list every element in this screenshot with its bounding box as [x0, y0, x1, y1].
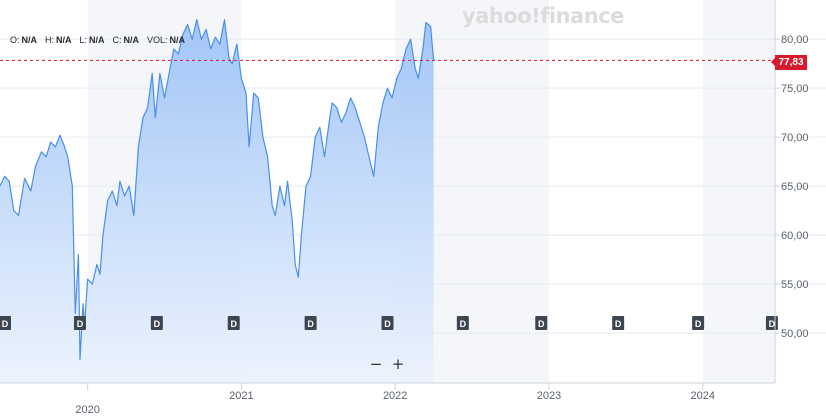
- dividend-marker-label: D: [154, 319, 161, 329]
- price-line: [0, 19, 435, 361]
- x-tick-label: 2021: [229, 390, 253, 402]
- x-tick-label: 2020: [75, 404, 99, 416]
- dividend-marker[interactable]: D: [0, 316, 11, 330]
- ohlc-item: VOL: N/A: [147, 35, 185, 45]
- ohlc-key: C:: [112, 35, 122, 45]
- dividend-marker-box: [612, 316, 625, 330]
- ohlc-readout: O: N/A H: N/A L: N/A C: N/A VOL: N/A: [10, 35, 185, 45]
- dividend-marker[interactable]: D: [535, 316, 548, 330]
- ohlc-value: N/A: [56, 35, 72, 45]
- ohlc-item: L: N/A: [80, 35, 105, 45]
- x-tick-label: 2024: [690, 390, 714, 402]
- dividend-marker[interactable]: D: [73, 316, 86, 330]
- dividend-marker[interactable]: D: [692, 316, 705, 330]
- dividend-marker-label: D: [615, 319, 622, 329]
- ohlc-key: L:: [79, 35, 88, 45]
- dividend-marker[interactable]: D: [150, 316, 163, 330]
- ohlc-key: O:: [10, 35, 20, 45]
- ohlc-key: VOL:: [147, 35, 168, 45]
- dividend-marker[interactable]: D: [227, 316, 240, 330]
- dividend-marker-label: D: [2, 319, 9, 329]
- last-price-tag: 77,83: [771, 55, 807, 70]
- zoom-controls: − +: [365, 354, 409, 374]
- dividend-marker-box: [73, 316, 86, 330]
- dividend-marker-box: [304, 316, 317, 330]
- ohlc-item: H: N/A: [45, 35, 72, 45]
- dividend-marker[interactable]: D: [381, 316, 394, 330]
- year-band: [702, 0, 775, 383]
- x-axis-ticks: 2020 2021 2022 2023 2024: [75, 383, 715, 416]
- zoom-in-button[interactable]: +: [391, 355, 405, 373]
- yahoo-finance-watermark: yahoo!finance: [462, 4, 624, 28]
- dividend-marker[interactable]: D: [612, 316, 625, 330]
- ohlc-item: C: N/A: [113, 35, 140, 45]
- y-tick-label: 75,00: [781, 83, 809, 95]
- y-tick-label: 55,00: [781, 279, 809, 291]
- y-tick-label: 60,00: [781, 230, 809, 242]
- dividend-marker-label: D: [307, 319, 314, 329]
- dividend-marker-label: D: [384, 319, 391, 329]
- y-tick-label: 50,00: [781, 328, 809, 340]
- dividend-marker[interactable]: D: [304, 316, 317, 330]
- dividend-marker-box: [456, 316, 469, 330]
- y-tick-label: 80,00: [781, 34, 809, 46]
- y-axis-ticks: 50,00 55,00 60,00 65,00 70,00 75,00 80,00: [775, 34, 809, 340]
- dividend-marker-label: D: [230, 319, 237, 329]
- dividend-marker-label: D: [460, 319, 467, 329]
- dividend-marker-box: [150, 316, 163, 330]
- year-band: [548, 0, 703, 383]
- ohlc-value: N/A: [89, 35, 105, 45]
- dividend-marker-label: D: [769, 319, 776, 329]
- dividend-marker[interactable]: D: [456, 316, 469, 330]
- dividend-marker-box: [0, 316, 11, 330]
- ohlc-item: O: N/A: [10, 35, 37, 45]
- y-tick-label: 65,00: [781, 181, 809, 193]
- y-tick-label: 70,00: [781, 132, 809, 144]
- x-tick-label: 2023: [537, 390, 561, 402]
- dividend-marker-box: [535, 316, 548, 330]
- ohlc-value: N/A: [169, 35, 186, 45]
- x-tick-label: 2022: [383, 390, 407, 402]
- ohlc-key: H:: [45, 35, 55, 45]
- dividend-marker-box: [692, 316, 705, 330]
- dividend-marker-label: D: [77, 319, 84, 329]
- dividend-marker-box: [227, 316, 240, 330]
- ohlc-value: N/A: [21, 35, 38, 45]
- dividend-marker[interactable]: D: [765, 316, 778, 330]
- dividend-marker-label: D: [538, 319, 545, 329]
- dividend-marker-box: [381, 316, 394, 330]
- ohlc-value: N/A: [123, 35, 140, 45]
- zoom-out-button[interactable]: −: [369, 355, 383, 373]
- price-area-fill: [0, 19, 434, 383]
- dividend-marker-label: D: [695, 319, 702, 329]
